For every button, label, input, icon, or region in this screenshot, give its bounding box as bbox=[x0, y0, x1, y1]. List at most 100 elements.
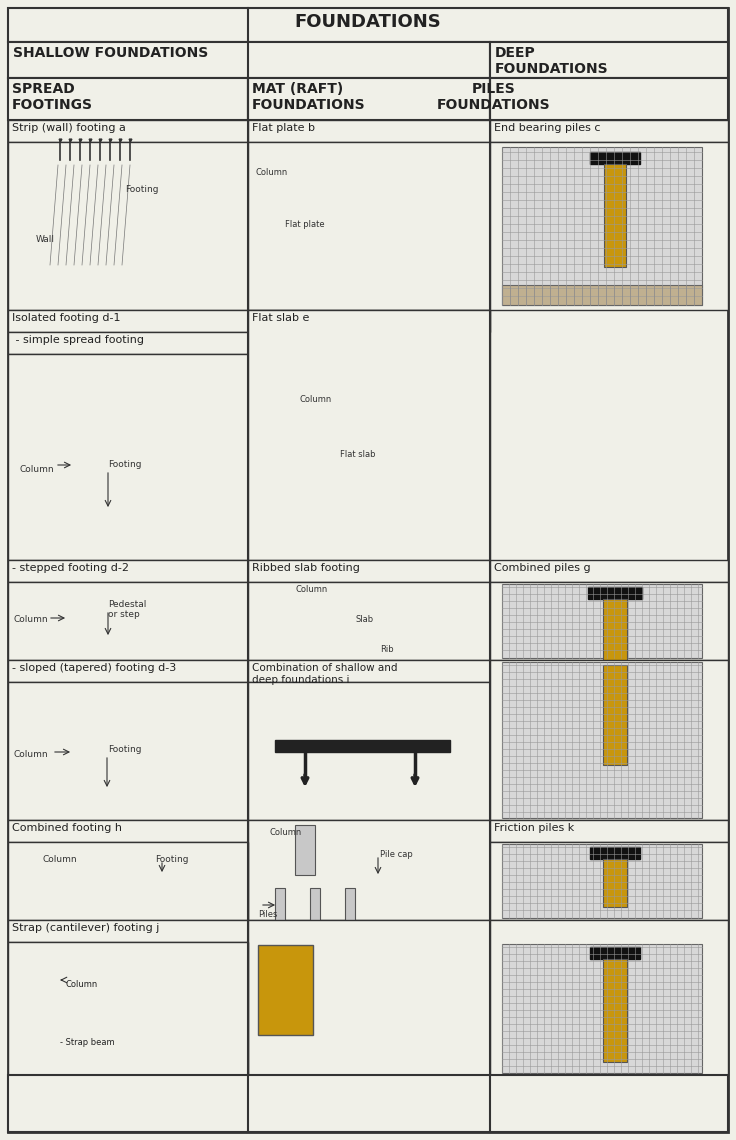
Polygon shape bbox=[250, 207, 265, 215]
Polygon shape bbox=[336, 495, 360, 505]
Text: - Strap beam: - Strap beam bbox=[60, 1039, 115, 1047]
Polygon shape bbox=[275, 172, 290, 180]
Bar bbox=[248, 142, 490, 310]
Polygon shape bbox=[265, 876, 385, 888]
Bar bbox=[603, 959, 627, 1062]
Bar bbox=[502, 147, 702, 306]
Bar bbox=[8, 42, 490, 78]
Polygon shape bbox=[55, 165, 130, 264]
Bar bbox=[345, 888, 355, 928]
Bar bbox=[8, 142, 248, 310]
Text: Strap (cantilever) footing j: Strap (cantilever) footing j bbox=[12, 923, 160, 933]
Polygon shape bbox=[125, 667, 140, 679]
Polygon shape bbox=[20, 270, 175, 290]
Bar bbox=[248, 78, 490, 120]
Polygon shape bbox=[20, 264, 175, 285]
Text: Column: Column bbox=[300, 394, 332, 404]
Polygon shape bbox=[55, 155, 145, 165]
Bar bbox=[248, 820, 490, 920]
Text: Column: Column bbox=[20, 465, 54, 474]
Polygon shape bbox=[347, 580, 353, 640]
Text: Footing: Footing bbox=[108, 461, 141, 469]
Text: Column: Column bbox=[14, 614, 49, 624]
Polygon shape bbox=[10, 640, 155, 656]
Bar bbox=[248, 310, 490, 332]
Text: End bearing piles c: End bearing piles c bbox=[494, 123, 601, 133]
Bar bbox=[603, 598, 627, 669]
Polygon shape bbox=[45, 834, 65, 876]
Polygon shape bbox=[292, 622, 430, 628]
Bar bbox=[310, 888, 320, 928]
Bar bbox=[603, 665, 627, 765]
Polygon shape bbox=[306, 475, 314, 495]
Polygon shape bbox=[25, 667, 140, 679]
Polygon shape bbox=[30, 505, 155, 530]
Polygon shape bbox=[40, 694, 125, 706]
Text: Column: Column bbox=[43, 855, 77, 864]
Bar bbox=[8, 942, 248, 1075]
Bar bbox=[248, 660, 490, 682]
Polygon shape bbox=[375, 876, 385, 893]
Circle shape bbox=[291, 954, 303, 966]
Text: Rib: Rib bbox=[380, 645, 394, 654]
Text: Column: Column bbox=[270, 828, 302, 837]
Text: PILES
FOUNDATIONS: PILES FOUNDATIONS bbox=[437, 82, 551, 112]
Circle shape bbox=[266, 982, 278, 994]
Polygon shape bbox=[32, 960, 48, 1005]
Bar bbox=[490, 660, 728, 820]
Text: Strip (wall) footing a: Strip (wall) footing a bbox=[12, 123, 126, 133]
Circle shape bbox=[370, 1000, 380, 1010]
Bar bbox=[8, 332, 248, 355]
Text: Flat plate: Flat plate bbox=[285, 220, 325, 229]
Polygon shape bbox=[298, 495, 322, 505]
Polygon shape bbox=[75, 400, 105, 508]
Bar bbox=[490, 78, 728, 120]
Bar bbox=[295, 825, 315, 876]
Polygon shape bbox=[30, 775, 155, 800]
Bar bbox=[490, 920, 728, 1075]
Polygon shape bbox=[292, 602, 430, 608]
Bar bbox=[490, 42, 728, 78]
Polygon shape bbox=[15, 1054, 100, 1065]
Bar bbox=[490, 142, 728, 310]
Bar bbox=[8, 120, 248, 142]
Circle shape bbox=[420, 950, 430, 960]
Bar bbox=[502, 662, 702, 819]
Polygon shape bbox=[391, 435, 399, 455]
Polygon shape bbox=[210, 260, 235, 295]
Text: - stepped footing d-2: - stepped footing d-2 bbox=[12, 563, 129, 573]
Text: Column: Column bbox=[14, 750, 49, 759]
Text: Combination of shallow and
deep foundations i: Combination of shallow and deep foundati… bbox=[252, 663, 397, 685]
Text: Ribbed slab footing: Ribbed slab footing bbox=[252, 563, 360, 573]
Text: Isolated footing d-1: Isolated footing d-1 bbox=[12, 314, 121, 323]
Polygon shape bbox=[417, 580, 423, 640]
Text: Column: Column bbox=[65, 980, 97, 990]
Text: Column: Column bbox=[255, 168, 287, 177]
Text: DEEP
FOUNDATIONS: DEEP FOUNDATIONS bbox=[495, 46, 609, 76]
Bar bbox=[8, 583, 248, 660]
Text: - simple spread footing: - simple spread footing bbox=[12, 335, 144, 345]
Bar bbox=[248, 682, 490, 820]
Polygon shape bbox=[351, 430, 359, 450]
Text: SHALLOW FOUNDATIONS: SHALLOW FOUNDATIONS bbox=[13, 46, 208, 60]
Polygon shape bbox=[292, 583, 430, 588]
Text: Pedestal
or step: Pedestal or step bbox=[108, 600, 146, 619]
Bar bbox=[8, 355, 248, 560]
Polygon shape bbox=[382, 580, 388, 640]
Polygon shape bbox=[312, 580, 318, 640]
Polygon shape bbox=[250, 215, 260, 290]
Text: Friction piles k: Friction piles k bbox=[494, 823, 574, 833]
Circle shape bbox=[395, 950, 405, 960]
Polygon shape bbox=[430, 530, 452, 565]
Text: Footing: Footing bbox=[108, 746, 141, 754]
Polygon shape bbox=[376, 498, 400, 508]
Polygon shape bbox=[320, 185, 330, 260]
Bar bbox=[502, 944, 702, 1073]
Polygon shape bbox=[354, 934, 446, 1026]
Circle shape bbox=[291, 1010, 303, 1021]
Polygon shape bbox=[130, 1035, 210, 1055]
Circle shape bbox=[266, 954, 278, 966]
Bar bbox=[275, 888, 285, 928]
Polygon shape bbox=[210, 260, 375, 290]
Circle shape bbox=[395, 975, 405, 985]
